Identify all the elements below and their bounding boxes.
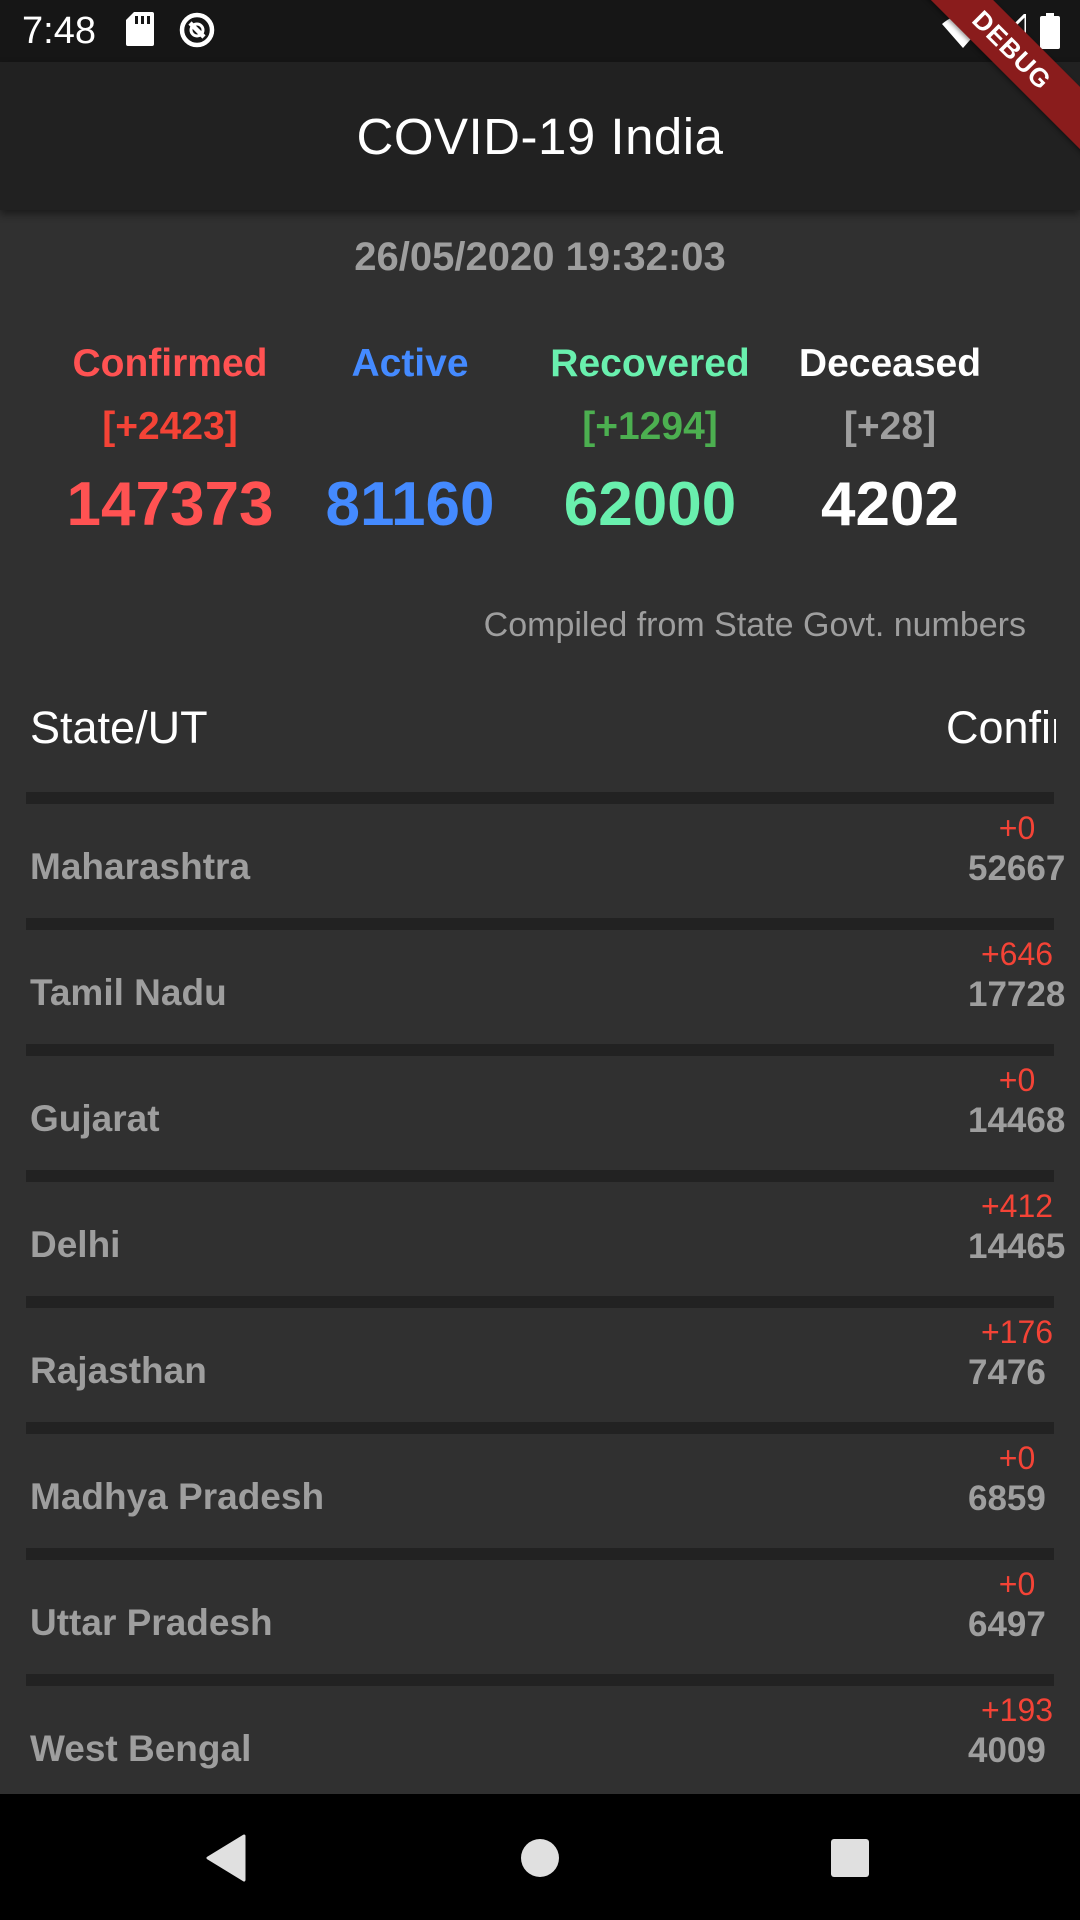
active-total: 81160 xyxy=(325,470,495,539)
summary-active: Active 81160 xyxy=(290,336,530,548)
row-confirmed-delta: +412 xyxy=(980,1188,1054,1224)
row-confirmed-delta: +193 xyxy=(980,1692,1054,1728)
row-confirmed-cell: +0 14468 xyxy=(942,1060,1080,1142)
table-row[interactable]: Uttar Pradesh +0 6497 xyxy=(26,1548,1054,1674)
battery-icon xyxy=(1040,13,1060,49)
row-confirmed-cell: +412 14465 xyxy=(942,1186,1080,1268)
row-confirmed-total: 6859 xyxy=(968,1479,1046,1518)
national-summary: Confirmed [+2423] 147373 Active 81160 Re… xyxy=(50,336,1010,548)
source-note: Compiled from State Govt. numbers xyxy=(483,606,1026,644)
table-row[interactable]: Gujarat +0 14468 xyxy=(26,1044,1065,1170)
column-header-state[interactable]: State/UT xyxy=(30,702,208,753)
row-confirmed-delta: +646 xyxy=(980,936,1054,972)
row-confirmed-total: 6497 xyxy=(968,1605,1046,1644)
row-confirmed-delta: +0 xyxy=(998,1440,1036,1476)
row-state-name: Maharashtra xyxy=(30,846,251,887)
row-state-name: Uttar Pradesh xyxy=(30,1602,273,1643)
row-confirmed-delta: +0 xyxy=(998,810,1036,846)
row-confirmed-cell: +646 17728 xyxy=(942,934,1080,1016)
table-row[interactable]: Madhya Pradesh +0 6859 xyxy=(26,1422,1054,1548)
row-confirmed-total: 4009 xyxy=(968,1731,1046,1770)
confirmed-delta: [+2423] xyxy=(102,405,238,448)
row-confirmed-total: 7476 xyxy=(968,1353,1046,1392)
recovered-delta: [+1294] xyxy=(582,405,718,448)
table-row[interactable]: West Bengal +193 4009 xyxy=(26,1674,1054,1800)
summary-recovered: Recovered [+1294] 62000 xyxy=(530,336,770,548)
summary-confirmed: Confirmed [+2423] 147373 xyxy=(50,336,290,548)
last-updated-timestamp: 26/05/2020 19:32:03 xyxy=(354,235,726,279)
row-confirmed-delta: +0 xyxy=(998,1566,1036,1602)
row-confirmed-cell: +193 4009 xyxy=(942,1690,1080,1772)
row-state-name: Rajasthan xyxy=(30,1350,207,1391)
row-divider xyxy=(26,1170,1054,1182)
sd-card-icon xyxy=(126,12,154,46)
home-button[interactable] xyxy=(512,1830,568,1886)
navigation-bar xyxy=(0,1794,1080,1920)
deceased-total: 4202 xyxy=(821,470,959,539)
active-label: Active xyxy=(351,342,469,385)
recents-icon xyxy=(831,1839,869,1877)
deceased-label: Deceased xyxy=(798,342,982,385)
row-divider xyxy=(26,1674,1054,1686)
row-confirmed-total: 14468 xyxy=(968,1101,1066,1140)
status-bar: 7:48 xyxy=(0,0,1080,62)
row-divider xyxy=(26,792,1054,804)
status-time: 7:48 xyxy=(22,10,96,52)
confirmed-total: 147373 xyxy=(66,470,274,539)
back-button[interactable] xyxy=(198,1830,254,1886)
active-delta xyxy=(290,392,530,462)
row-divider xyxy=(26,1548,1054,1560)
row-divider xyxy=(26,918,1054,930)
sync-icon xyxy=(179,12,215,48)
home-icon xyxy=(521,1839,559,1877)
row-confirmed-cell: +0 6497 xyxy=(942,1564,1080,1646)
row-divider xyxy=(26,1296,1054,1308)
deceased-delta: [+28] xyxy=(843,405,937,448)
back-icon xyxy=(206,1834,246,1882)
row-confirmed-delta: +0 xyxy=(998,1062,1036,1098)
summary-deceased: Deceased [+28] 4202 xyxy=(770,336,1010,548)
recovered-total: 62000 xyxy=(563,470,737,539)
app-title: COVID-19 India xyxy=(356,107,724,165)
column-header-confirmed[interactable]: Confirmed xyxy=(946,702,1056,753)
table-row[interactable]: Tamil Nadu +646 17728 xyxy=(26,918,1065,1044)
recents-button[interactable] xyxy=(822,1830,878,1886)
row-confirmed-cell: +0 52667 xyxy=(942,808,1080,890)
row-confirmed-total: 52667 xyxy=(968,849,1066,888)
row-confirmed-cell: +176 7476 xyxy=(942,1312,1080,1394)
row-confirmed-total: 17728 xyxy=(968,975,1066,1014)
table-row[interactable]: Maharashtra +0 52667 xyxy=(26,792,1065,918)
row-confirmed-delta: +176 xyxy=(980,1314,1054,1350)
row-confirmed-total: 14465 xyxy=(968,1227,1066,1266)
row-state-name: Gujarat xyxy=(30,1098,160,1139)
row-state-name: Madhya Pradesh xyxy=(30,1476,325,1517)
table-row[interactable]: Rajasthan +176 7476 xyxy=(26,1296,1054,1422)
row-divider xyxy=(26,1044,1054,1056)
row-confirmed-cell: +0 6859 xyxy=(942,1438,1080,1520)
table-row[interactable]: Delhi +412 14465 xyxy=(26,1170,1065,1296)
recovered-label: Recovered xyxy=(550,342,750,385)
row-state-name: West Bengal xyxy=(30,1728,252,1769)
state-list[interactable]: Maharashtra +0 52667 Tamil Nadu +646 17728 Guj… xyxy=(26,792,1065,1800)
table-header: State/UT Confirmed xyxy=(0,698,1080,760)
row-state-name: Tamil Nadu xyxy=(30,972,227,1013)
confirmed-label: Confirmed xyxy=(72,342,268,385)
row-state-name: Delhi xyxy=(30,1224,121,1265)
app-bar: COVID-19 India xyxy=(0,62,1080,210)
row-divider xyxy=(26,1422,1054,1434)
